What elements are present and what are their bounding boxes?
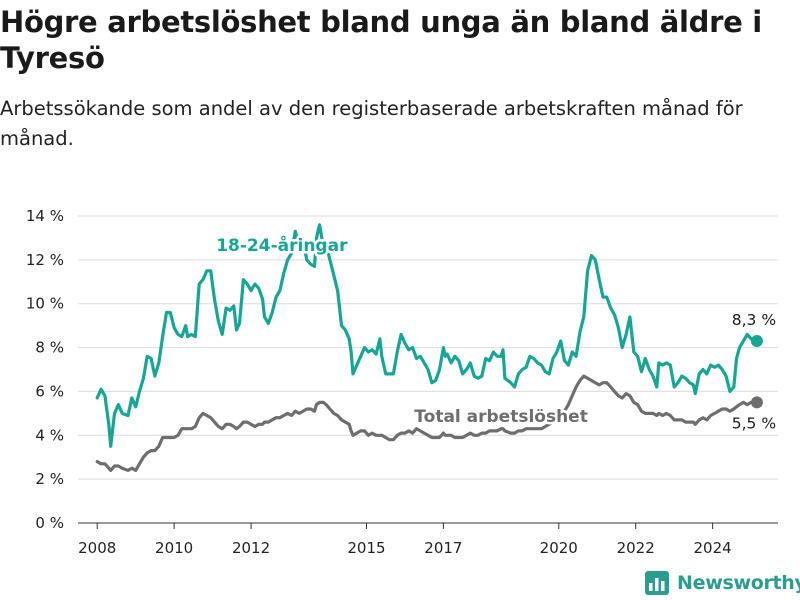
chart-subtitle: Arbetssökande som andel av den registerb… (0, 97, 743, 150)
series-line-total (95, 374, 757, 472)
y-tick-label: 10 % (26, 295, 64, 313)
x-tick-label: 2017 (424, 539, 462, 557)
series-line-youth (95, 223, 757, 448)
x-tick-label: 2010 (155, 539, 193, 557)
end-point-total (750, 396, 763, 409)
bar-chart-logo-icon (645, 571, 669, 595)
newsworthy-logo: Newsworthy (645, 568, 800, 598)
y-axis-tick-labels: 0 % 2 % 4 % 6 % 8 % 10 % 12 % 14 % (26, 207, 64, 532)
y-tick-label: 6 % (35, 382, 64, 400)
series-label-youth: 18-24-åringar (216, 234, 348, 256)
chart-title: Högre arbetslöshet bland unga än bland ä… (0, 5, 762, 75)
x-tick-label: 2015 (347, 539, 385, 557)
series-label-total: Total arbetslöshet (414, 407, 588, 427)
end-value-label-youth: 8,3 % (732, 311, 776, 329)
x-tick-label: 2008 (78, 539, 116, 557)
x-tick-label: 2020 (540, 539, 578, 557)
series-lines (95, 223, 763, 472)
y-tick-label: 0 % (35, 514, 64, 532)
logo-text: Newsworthy (677, 572, 800, 594)
x-tick-label: 2024 (694, 539, 732, 557)
x-tick-label: 2012 (232, 539, 270, 557)
y-tick-label: 8 % (35, 339, 64, 357)
y-tick-label: 4 % (35, 426, 64, 444)
series-labels: 8,3 % 5,5 % 18-24-åringar Total arbetslöshe… (214, 232, 776, 433)
x-axis: 2008 2010 2012 2015 2017 2020 2022 2024 (78, 522, 778, 557)
end-point-youth (750, 334, 763, 347)
y-tick-label: 2 % (35, 470, 64, 488)
y-tick-label: 14 % (26, 207, 64, 225)
y-tick-label: 12 % (26, 251, 64, 269)
x-tick-label: 2022 (617, 539, 655, 557)
end-value-label-total: 5,5 % (732, 414, 776, 432)
